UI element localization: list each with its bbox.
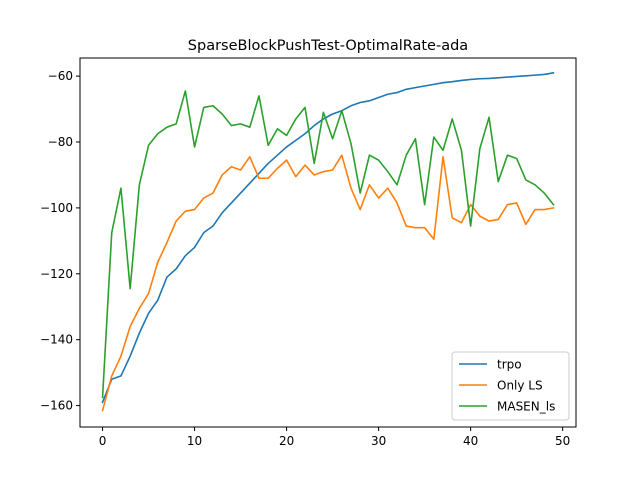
legend-box xyxy=(451,351,570,421)
y-tick-label: −160 xyxy=(40,399,73,413)
x-tick-label: 30 xyxy=(371,434,386,448)
series-line-trpo xyxy=(101,71,555,404)
y-tick-label: −60 xyxy=(48,69,73,83)
x-tick-label: 40 xyxy=(463,434,478,448)
y-tick-label: −120 xyxy=(40,267,73,281)
series-line-masen-ls xyxy=(101,90,555,399)
y-tick-label: −100 xyxy=(40,201,73,215)
legend: trpo Only LS MASEN_ls xyxy=(451,351,570,421)
legend-label: Only LS xyxy=(497,379,543,393)
chart-title: SparseBlockPushTest-OptimalRate-ada xyxy=(188,38,468,54)
y-axis-ticks: −160 −140 −120 −100 −80 −60 xyxy=(40,69,80,413)
legend-label: MASEN_ls xyxy=(497,400,555,414)
series-layer xyxy=(101,71,555,412)
series-line-only-ls xyxy=(101,154,555,412)
y-tick-label: −80 xyxy=(48,135,73,149)
x-tick-label: 20 xyxy=(279,434,294,448)
x-tick-label: 50 xyxy=(555,434,570,448)
y-tick-label: −140 xyxy=(40,333,73,347)
plot-frame xyxy=(79,57,577,428)
legend-label: trpo xyxy=(497,358,522,372)
x-tick-label: 10 xyxy=(187,434,202,448)
x-axis-ticks: 0 10 20 30 40 50 xyxy=(99,427,570,448)
x-tick-label: 0 xyxy=(99,434,107,448)
